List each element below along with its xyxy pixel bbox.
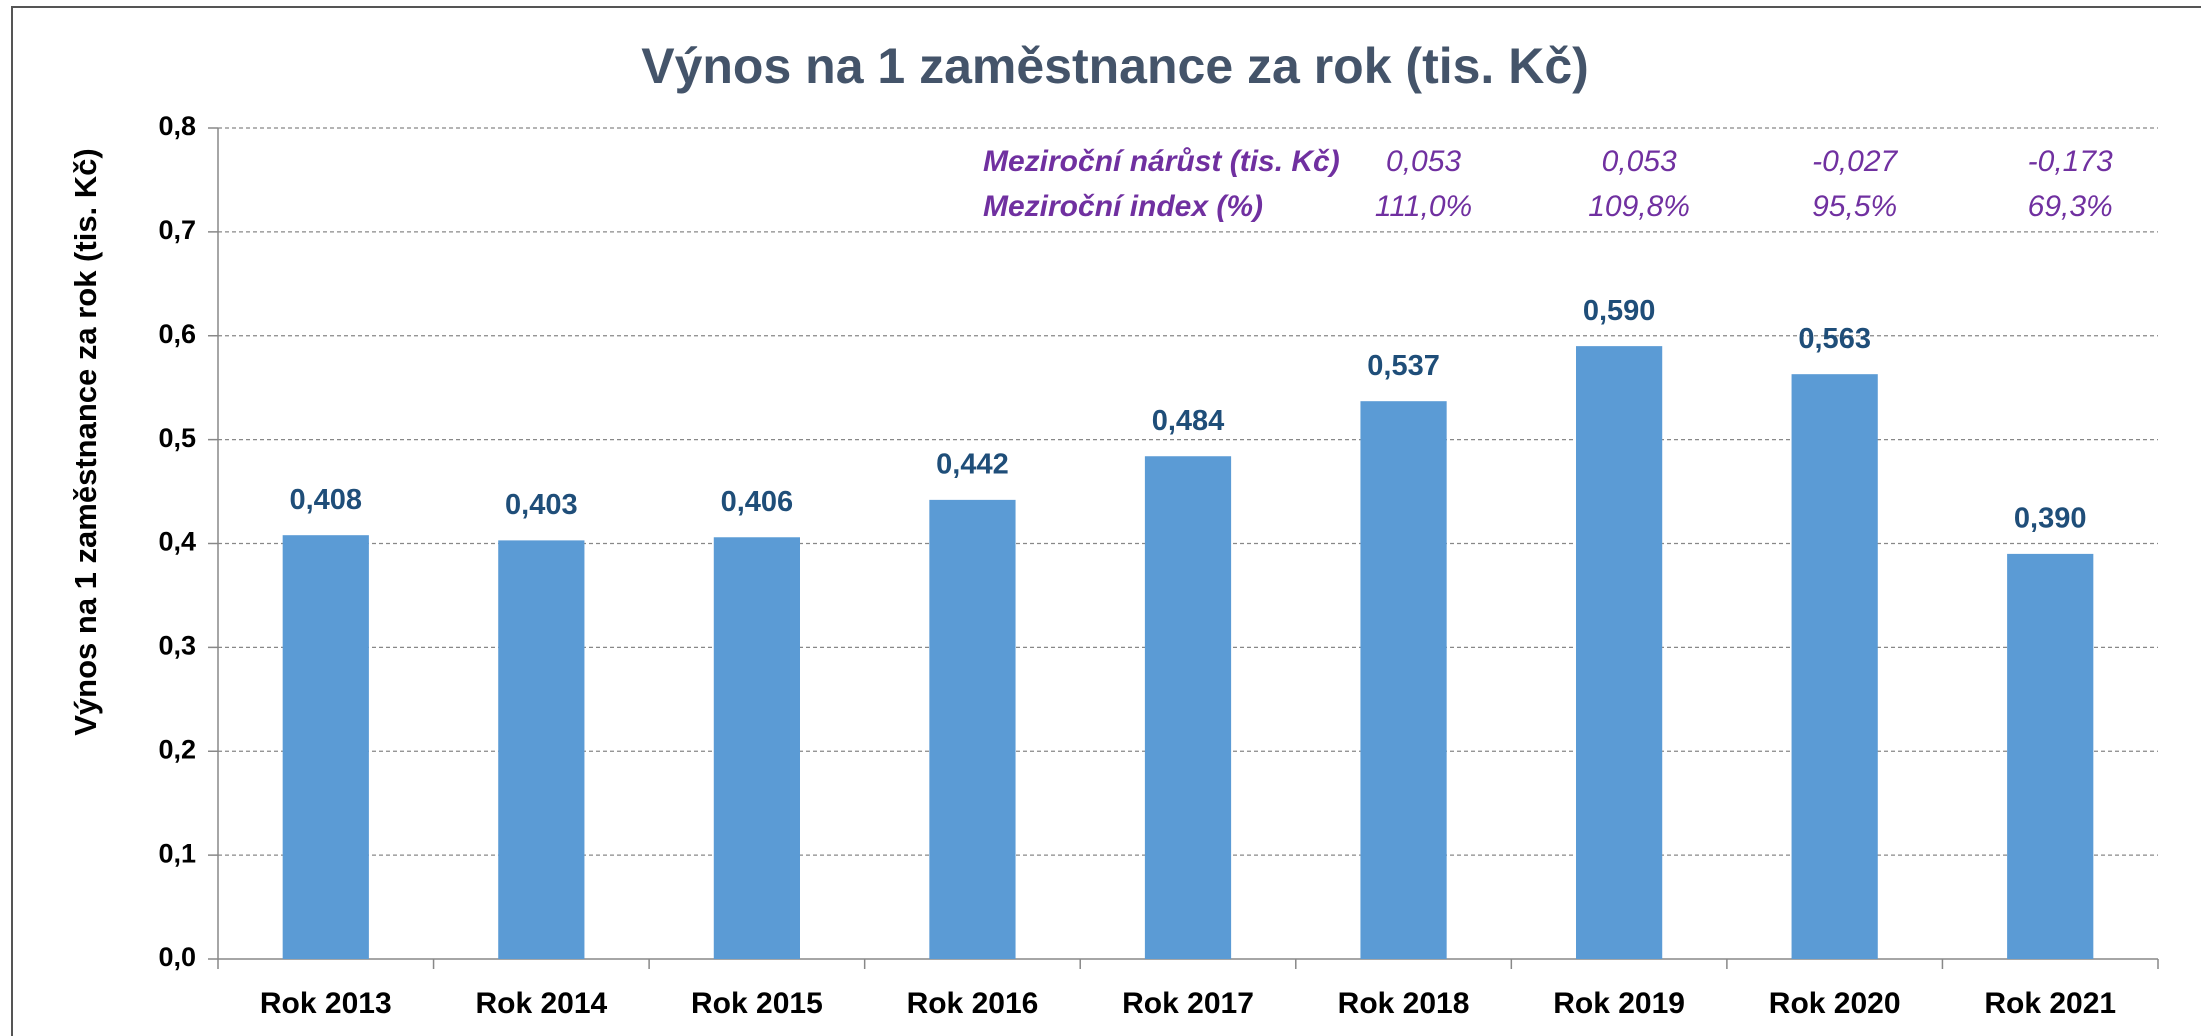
annotation-label: Meziroční nárůst (tis. Kč) [983, 145, 1340, 178]
data-label: 0,563 [1798, 323, 1871, 355]
bar [1791, 374, 1878, 960]
bar [282, 535, 369, 959]
annotation-value: 0,053 [1386, 145, 1461, 178]
bar [929, 499, 1016, 959]
data-label: 0,442 [936, 449, 1009, 481]
data-label: 0,484 [1152, 405, 1225, 437]
data-label: 0,408 [289, 484, 362, 516]
x-tick-label: Rok 2021 [1984, 987, 2116, 1020]
annotation-value: 0,053 [1602, 145, 1677, 178]
y-tick-label: 0,6 [158, 319, 196, 349]
x-tick-label: Rok 2013 [260, 987, 392, 1020]
x-tick-label: Rok 2016 [907, 987, 1039, 1020]
y-tick-label: 0,2 [158, 734, 196, 764]
x-tick-label: Rok 2014 [475, 987, 607, 1020]
annotation-label: Meziroční index (%) [983, 190, 1263, 223]
annotation-value: 69,3% [2028, 190, 2113, 223]
annotation-value: -0,027 [1812, 145, 1898, 178]
annotation-value: 95,5% [1812, 190, 1897, 223]
bar [1144, 456, 1232, 959]
x-tick-label: Rok 2017 [1122, 987, 1254, 1020]
data-label: 0,403 [505, 489, 578, 521]
bar [1576, 346, 1663, 959]
bar [2007, 553, 2094, 959]
data-label: 0,590 [1583, 295, 1656, 327]
y-tick-label: 0,8 [158, 111, 196, 141]
bar [1360, 401, 1447, 959]
y-tick-label: 0,7 [158, 215, 196, 245]
y-axis-label: Výnos na 1 zaměstnance za rok (tis. Kč) [68, 148, 103, 736]
x-tick-label: Rok 2019 [1553, 987, 1685, 1020]
annotation-value: 111,0% [1375, 190, 1472, 223]
annotation-value: 109,8% [1588, 190, 1690, 223]
y-tick-label: 0,5 [158, 423, 196, 453]
annotation-value: -0,173 [2028, 145, 2113, 178]
y-tick-label: 0,3 [158, 631, 196, 661]
x-tick-label: Rok 2020 [1769, 987, 1901, 1020]
data-label: 0,390 [2014, 503, 2087, 535]
data-label: 0,406 [721, 486, 794, 518]
y-tick-label: 0,1 [158, 838, 196, 868]
bar [713, 537, 800, 959]
data-label: 0,537 [1367, 350, 1440, 382]
x-tick-label: Rok 2015 [691, 987, 823, 1020]
y-tick-label: 0,4 [158, 527, 196, 557]
chart-title: Výnos na 1 zaměstnance za rok (tis. Kč) [641, 38, 1589, 94]
y-tick-label: 0,0 [158, 942, 196, 972]
x-tick-label: Rok 2018 [1338, 987, 1470, 1020]
chart-frame [11, 6, 2201, 1036]
bar [498, 540, 585, 959]
